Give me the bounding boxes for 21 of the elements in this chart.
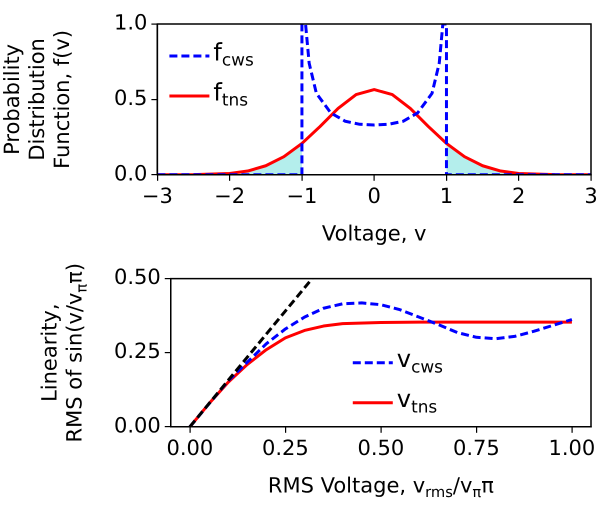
y-tick-label: 0.0 [114,161,148,186]
x-tick-label: −2 [214,184,246,208]
x-tick-label: 1.00 [548,436,596,460]
x-tick-label: 0.50 [357,436,404,460]
x-tick-label: 3 [584,184,598,208]
x-tick-label: −3 [142,184,173,208]
x-tick-label: 0.75 [453,436,500,460]
y-tick-label: 0.5 [114,86,148,110]
y-tick-label: 0.25 [114,339,161,364]
x-tick-label: 0.00 [166,436,214,460]
x-axis-title: Voltage, v [322,221,426,246]
y-tick-label: 0.50 [114,265,161,290]
y-tick-label: 0.00 [114,413,161,438]
y-tick-label: 1.0 [114,10,148,34]
x-tick-label: 0 [368,184,381,208]
x-tick-label: 0.25 [262,436,309,460]
y-axis-title: Probability Distribution Function, f(v) [0,30,74,169]
x-tick-label: 1 [440,184,454,208]
x-tick-label: 2 [512,184,526,208]
x-tick-label: −1 [286,184,318,208]
y-axis-title: Linearity, RMS of sin(v/vππ) [38,262,90,442]
